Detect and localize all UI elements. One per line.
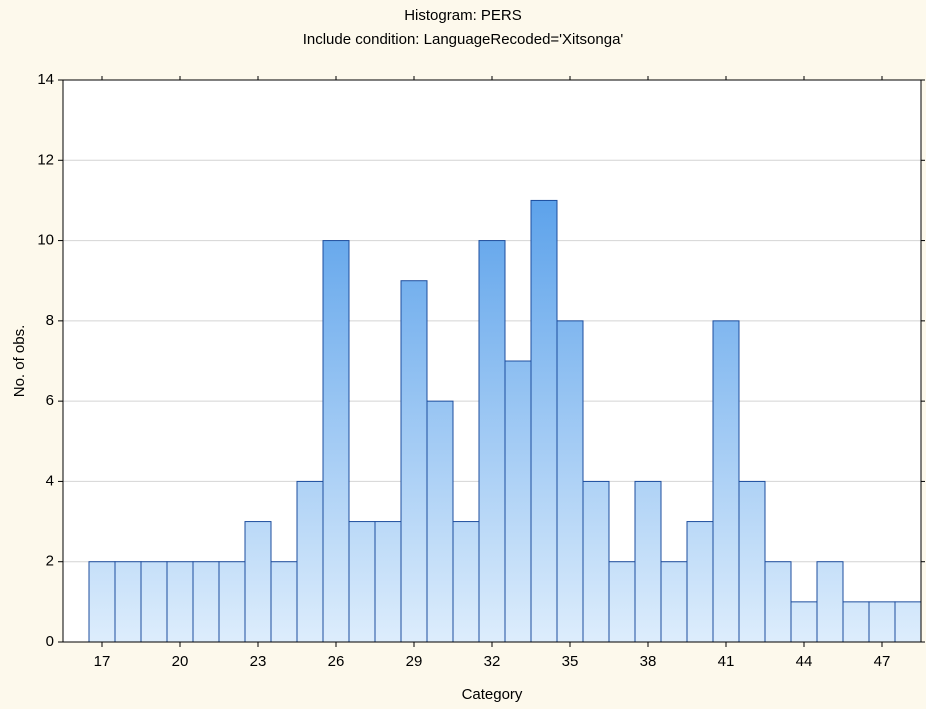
- x-tick-label: 35: [562, 653, 579, 670]
- y-tick-label: 8: [46, 312, 54, 329]
- bar: [478, 240, 506, 643]
- bar: [244, 521, 272, 643]
- x-tick-label: 44: [796, 653, 813, 670]
- x-tick-label: 23: [250, 653, 267, 670]
- x-tick-label: 47: [874, 653, 891, 670]
- x-tick-label: 17: [94, 653, 111, 670]
- plot-frame: [62, 79, 922, 643]
- bar: [374, 521, 402, 643]
- bar: [270, 561, 298, 643]
- x-tick-label: 29: [406, 653, 423, 670]
- y-tick-label: 12: [37, 151, 54, 168]
- bar: [868, 601, 896, 643]
- x-tick-label: 26: [328, 653, 345, 670]
- bar: [400, 280, 428, 643]
- bar: [764, 561, 792, 643]
- bar: [452, 521, 480, 643]
- bar: [348, 521, 376, 643]
- bar: [218, 561, 246, 643]
- bar: [504, 360, 532, 643]
- bar: [712, 320, 740, 643]
- axes: 0 2 4 6 8 10 12 14 17 20 23 26 29 32 35 38 41 44 47: [37, 71, 925, 670]
- bar: [556, 320, 584, 643]
- x-tick-label: 38: [640, 653, 657, 670]
- bar: [790, 601, 818, 643]
- chart-title: Histogram: PERS: [404, 7, 522, 24]
- bar: [582, 480, 610, 643]
- bar: [426, 400, 454, 643]
- bar: [686, 521, 714, 643]
- chart-subtitle: Include condition: LanguageRecoded='Xits…: [303, 31, 624, 48]
- bars: [88, 199, 922, 643]
- bar: [166, 561, 194, 643]
- bar: [192, 561, 220, 643]
- x-axis-label: Category: [462, 686, 523, 703]
- y-axis-label: No. of obs.: [11, 325, 28, 398]
- bar: [608, 561, 636, 643]
- bar: [738, 480, 766, 643]
- y-tick-label: 2: [46, 553, 54, 570]
- bar: [660, 561, 688, 643]
- bar: [114, 561, 142, 643]
- bar: [816, 561, 844, 643]
- bar: [634, 480, 662, 643]
- bar: [140, 561, 168, 643]
- y-tick-label: 6: [46, 392, 54, 409]
- y-tick-label: 0: [46, 633, 54, 650]
- x-tick-label: 20: [172, 653, 189, 670]
- bar: [842, 601, 870, 643]
- bar: [530, 199, 558, 643]
- y-tick-label: 10: [37, 232, 54, 249]
- bar: [322, 240, 350, 643]
- bar: [296, 480, 324, 643]
- y-tick-label: 4: [46, 472, 54, 489]
- x-tick-label: 41: [718, 653, 735, 670]
- y-tick-label: 14: [37, 71, 54, 88]
- bar: [88, 561, 116, 643]
- x-tick-label: 32: [484, 653, 501, 670]
- bar: [894, 601, 922, 643]
